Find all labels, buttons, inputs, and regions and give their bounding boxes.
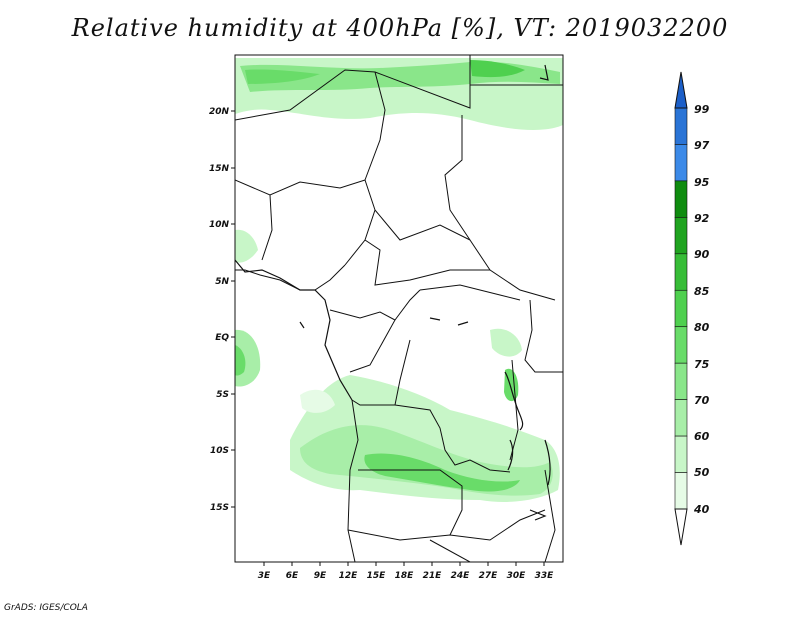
colorbar-segment: [674, 289, 688, 328]
colorbar-label: 99: [694, 103, 710, 116]
lon-label: 30E: [507, 571, 527, 581]
country-borders: [235, 55, 563, 562]
colorbar-segment: [674, 472, 688, 510]
colorbar-segment: [674, 362, 688, 400]
colorbar-segments: [674, 107, 688, 510]
colorbar-label: 70: [694, 394, 710, 407]
lon-axis: [263, 562, 545, 566]
lon-label: 24E: [451, 571, 471, 581]
colorbar-label: 60: [694, 430, 710, 443]
colorbar-label: 95: [694, 176, 710, 189]
colorbar-segment: [674, 253, 688, 291]
colorbar-label: 40: [693, 503, 710, 516]
colorbar-segment: [674, 144, 688, 182]
lat-axis: [231, 110, 235, 508]
colorbar-label: 90: [694, 248, 710, 261]
colorbar: 99 97 95 92 90 85 80 75 70 60 50 40: [674, 71, 710, 546]
lon-labels: 3E 6E 9E 12E 15E 18E 21E 24E 27E 30E 33E: [258, 571, 554, 581]
lat-label: EQ: [215, 333, 229, 343]
grads-credit: GrADS: IGES/COLA: [4, 603, 88, 613]
colorbar-label: 85: [694, 285, 710, 298]
lat-label: 5N: [215, 277, 229, 287]
lat-label: 15S: [210, 503, 229, 513]
humidity-west-coast: [235, 229, 258, 263]
lon-label: 3E: [258, 571, 271, 581]
colorbar-segment: [674, 107, 688, 145]
lat-label: 20N: [209, 107, 230, 117]
colorbar-segment: [674, 326, 688, 364]
colorbar-segment: [674, 217, 688, 255]
humidity-east-light: [490, 328, 522, 357]
lon-label: 18E: [395, 571, 415, 581]
colorbar-bottom-triangle: [674, 508, 688, 546]
colorbar-label: 75: [694, 358, 710, 371]
chart-title: Relative humidity at 400hPa [%], VT: 201…: [71, 14, 729, 42]
colorbar-segment: [674, 399, 688, 437]
humidity-band-north-west: [245, 69, 320, 84]
lon-label: 15E: [367, 571, 387, 581]
lon-label: 6E: [286, 571, 299, 581]
colorbar-label: 92: [694, 212, 710, 225]
coastlines: [235, 64, 551, 521]
humidity-band-south-core: [364, 453, 520, 492]
humidity-band-north-core: [470, 60, 525, 78]
colorbar-segment: [674, 180, 688, 218]
colorbar-label: 97: [694, 139, 710, 152]
colorbar-segment: [674, 435, 688, 473]
humidity-west-lobe-core: [235, 345, 246, 376]
lon-label: 9E: [314, 571, 327, 581]
lon-label: 33E: [535, 571, 555, 581]
lat-label: 10S: [210, 446, 229, 456]
colorbar-label: 50: [694, 466, 710, 479]
colorbar-top-triangle: [674, 71, 688, 109]
colorbar-labels: 99 97 95 92 90 85 80 75 70 60 50 40: [693, 103, 710, 516]
lat-labels: 20N 15N 10N 5N EQ 5S 10S 15S: [209, 107, 230, 513]
lon-label: 21E: [423, 571, 443, 581]
lat-label: 15N: [209, 164, 230, 174]
humidity-southwest: [300, 389, 335, 413]
humidity-band-south-mid: [300, 425, 553, 496]
colorbar-label: 80: [694, 321, 710, 334]
map-frame: [234, 54, 564, 563]
lon-label: 12E: [339, 571, 359, 581]
lat-label: 5S: [216, 390, 229, 400]
lon-label: 27E: [479, 571, 499, 581]
lat-label: 10N: [209, 220, 230, 230]
